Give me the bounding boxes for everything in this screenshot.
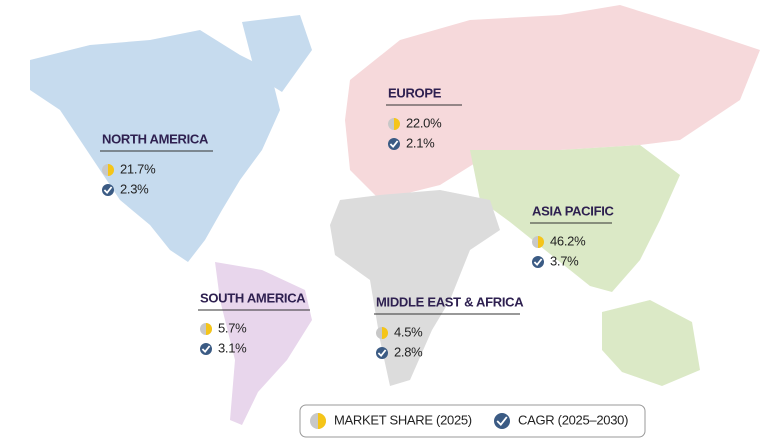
icon-bg — [388, 138, 400, 150]
icon-check — [533, 258, 543, 267]
north-america-shape — [30, 30, 280, 262]
icon-half — [382, 327, 388, 339]
region: MIDDLE EAST & AFRICA 4.5% 2.8% — [374, 294, 525, 359]
cagr: 3.7% — [550, 253, 579, 268]
region-name: MIDDLE EAST & AFRICA — [376, 294, 524, 309]
icon-half — [538, 236, 544, 248]
market-share: 5.7% — [218, 320, 247, 335]
icon-check — [389, 140, 399, 149]
legend-label: MARKET SHARE (2025) — [334, 412, 472, 427]
world-map — [30, 5, 760, 425]
icon-bg — [200, 343, 212, 355]
market-share: 4.5% — [394, 324, 423, 339]
cagr: 3.1% — [218, 340, 247, 355]
cagr-icon — [494, 413, 510, 429]
icon-bg — [494, 413, 510, 429]
region-labels: NORTH AMERICA 21.7% 2.3% EUROPE 22.0% 2.1% ASI… — [100, 85, 615, 359]
icon-check — [496, 416, 508, 426]
cagr: 2.1% — [406, 135, 435, 150]
icon-half — [206, 323, 212, 335]
region: EUROPE 22.0% 2.1% — [386, 85, 462, 150]
icon-check — [377, 349, 387, 358]
region-name: ASIA PACIFIC — [532, 203, 615, 218]
region-name: EUROPE — [388, 85, 442, 100]
legend-box — [299, 404, 646, 438]
icon-half — [318, 413, 326, 429]
region: NORTH AMERICA 21.7% 2.3% — [100, 131, 213, 196]
region: SOUTH AMERICA 5.7% 3.1% — [198, 290, 310, 355]
icon-half — [108, 164, 114, 176]
icon-bg — [102, 184, 114, 196]
legend: MARKET SHARE (2025) CAGR (2025–2030) — [299, 404, 646, 438]
region-name: NORTH AMERICA — [102, 131, 209, 146]
market-share: 22.0% — [406, 115, 442, 130]
icon-check — [103, 186, 113, 195]
cagr: 2.3% — [120, 181, 149, 196]
mea-shape — [330, 190, 500, 386]
region-name: SOUTH AMERICA — [200, 290, 306, 305]
australia-shape — [602, 300, 700, 386]
market-share-icon — [310, 413, 326, 429]
europe-russia-shape — [345, 5, 760, 200]
greenland-shape — [242, 15, 312, 92]
icon-check — [201, 345, 211, 354]
region: ASIA PACIFIC 46.2% 3.7% — [530, 203, 615, 268]
icon-bg — [376, 347, 388, 359]
market-share: 46.2% — [550, 233, 586, 248]
market-share: 21.7% — [120, 161, 156, 176]
south-america-shape — [215, 262, 312, 425]
icon-half — [394, 118, 400, 130]
cagr: 2.8% — [394, 344, 423, 359]
icon-bg — [532, 256, 544, 268]
asia-pacific-shape — [470, 145, 680, 292]
legend-label: CAGR (2025–2030) — [518, 412, 628, 427]
